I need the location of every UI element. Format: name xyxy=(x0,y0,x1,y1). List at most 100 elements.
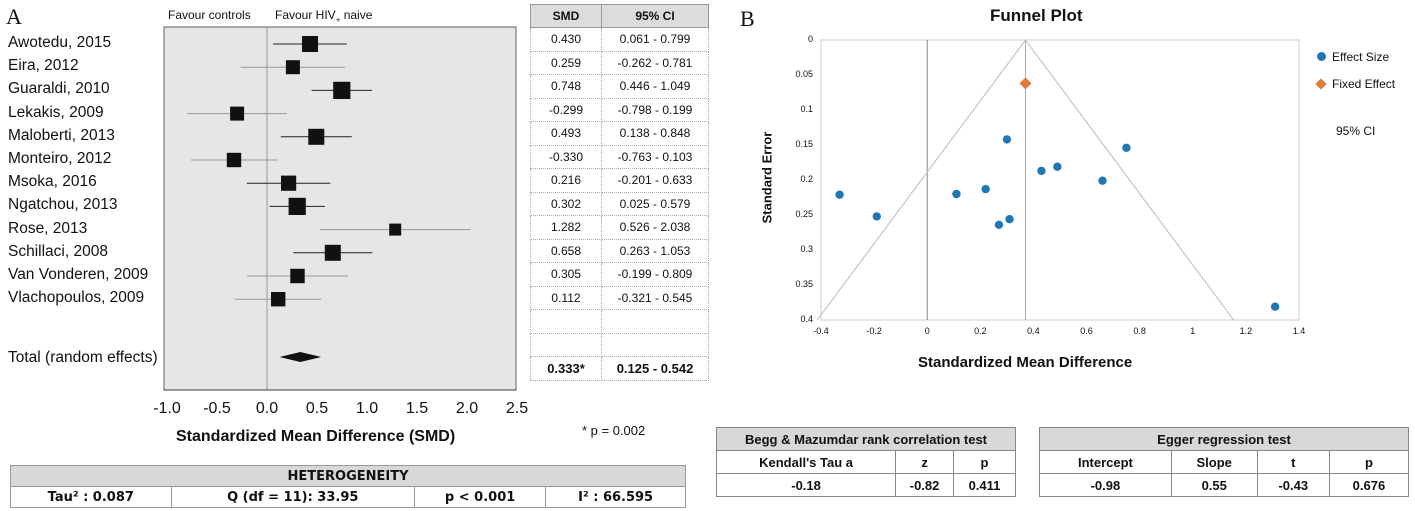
begg-header-z: z xyxy=(895,450,954,474)
egger-t-value: -0.43 xyxy=(1256,473,1330,497)
effect-size-point xyxy=(1122,143,1131,152)
begg-z-value: -0.82 xyxy=(895,473,954,497)
study-name: Awotedu, 2015 xyxy=(8,34,112,51)
smd-cell: 0.430 xyxy=(530,27,602,52)
egger-header-intercept: Intercept xyxy=(1039,450,1172,474)
funnel-x-tick-label: 0.4 xyxy=(1027,326,1040,336)
ci-cell: -0.763 - 0.103 xyxy=(601,144,709,169)
funnel-title: Funnel Plot xyxy=(990,6,1083,25)
effect-size-point xyxy=(1005,215,1014,224)
study-name: Msoka, 2016 xyxy=(8,173,97,191)
forest-x-tick-label: 0.0 xyxy=(255,400,279,417)
begg-title: Begg & Mazumdar rank correlation test xyxy=(716,427,1016,451)
ci-cell: 0.263 - 1.053 xyxy=(601,238,709,263)
egger-intercept-value: -0.98 xyxy=(1039,473,1172,497)
total-smd-cell: 0.333* xyxy=(530,356,602,381)
study-name: Ngatchou, 2013 xyxy=(8,196,118,214)
funnel-x-tick-label: 0.2 xyxy=(974,326,987,336)
funnel-plot-area xyxy=(820,39,1300,321)
funnel-right-ci-line xyxy=(1025,39,1235,321)
funnel-y-tick-label: 0.15 xyxy=(795,139,813,149)
empty-cell xyxy=(530,332,602,357)
q-value: Q (df = 11): 33.95 xyxy=(170,486,415,508)
ci-cell: -0.199 - 0.809 xyxy=(601,262,709,287)
forest-x-tick-label: 0.5 xyxy=(305,400,329,417)
ci-cell: 0.025 - 0.579 xyxy=(601,191,709,216)
effect-size-point xyxy=(981,184,990,194)
smd-cell: 0.112 xyxy=(530,285,602,310)
forest-x-tick-label: 2.0 xyxy=(455,400,479,417)
smd-cell: -0.299 xyxy=(530,97,602,122)
egger-header-t: t xyxy=(1256,450,1330,474)
forest-x-axis-title: Standardized Mean Difference (SMD) xyxy=(176,428,456,445)
study-name: Lekakis, 2009 xyxy=(8,103,104,121)
forest-x-tick-label: 2.5 xyxy=(505,400,529,417)
study-name: Monteiro, 2012 xyxy=(8,150,112,167)
smd-table-row: -0.330 -0.763 - 0.103 xyxy=(530,144,709,169)
smd-cell: 0.259 xyxy=(530,50,602,75)
smd-cell: 0.493 xyxy=(530,121,602,146)
funnel-y-axis-title: Standard Error xyxy=(759,131,775,224)
effect-size-point xyxy=(872,212,881,221)
funnel-x-tick-label: 0 xyxy=(924,326,930,336)
study-effect-box xyxy=(230,106,245,121)
smd-table-row: 0.305 -0.199 - 0.809 xyxy=(530,262,709,287)
egger-slope-value: 0.55 xyxy=(1170,473,1258,497)
ci-cell: 0.526 - 2.038 xyxy=(601,215,709,240)
funnel-y-tick-label: 0.4 xyxy=(800,314,813,324)
egger-table: Egger regression test Intercept Slope t … xyxy=(1039,427,1410,497)
smd-table-row: 0.493 0.138 - 0.848 xyxy=(530,121,709,146)
funnel-y-tick-label: 0.1 xyxy=(800,104,813,114)
smd-spacer-row xyxy=(530,332,709,357)
study-name: Guaraldi, 2010 xyxy=(8,80,110,98)
smd-table-row: 0.658 0.263 - 1.053 xyxy=(530,238,709,263)
ci-cell: -0.262 - 0.781 xyxy=(601,50,709,75)
funnel-x-tick-label: 1.2 xyxy=(1239,326,1253,336)
funnel-x-tick-label: 0.8 xyxy=(1133,326,1146,336)
panel-b-letter: B xyxy=(740,6,755,31)
smd-cell: 0.302 xyxy=(530,191,602,216)
het-p-value: p < 0.001 xyxy=(413,486,547,508)
smd-cell: 0.305 xyxy=(530,262,602,287)
funnel-left-ci-line xyxy=(816,39,1026,321)
funnel-x-tick-label: -0.2 xyxy=(866,326,882,336)
effect-size-point xyxy=(1053,162,1062,171)
ci-header: 95% CI xyxy=(601,4,709,28)
begg-header-p: p xyxy=(952,450,1017,474)
effect-size-point xyxy=(994,220,1004,229)
study-name: Schillaci, 2008 xyxy=(8,242,108,260)
funnel-x-axis-title: Standardized Mean Difference xyxy=(918,354,1133,371)
ci-label: 95% CI xyxy=(1336,124,1376,138)
study-effect-box xyxy=(226,152,242,168)
smd-table-row: 0.259 -0.262 - 0.781 xyxy=(530,50,709,75)
forest-x-tick-label: 1.0 xyxy=(355,400,379,417)
smd-cell: 1.282 xyxy=(530,215,602,240)
funnel-x-tick-label: -0.4 xyxy=(813,326,829,336)
funnel-x-tick-label: 0.6 xyxy=(1080,326,1093,336)
egger-header-p: p xyxy=(1328,450,1410,474)
ci-cell: -0.201 - 0.633 xyxy=(601,168,709,193)
study-effect-box xyxy=(302,36,318,52)
funnel-y-tick-label: 0.2 xyxy=(800,174,813,184)
funnel-y-tick-label: 0.35 xyxy=(795,279,813,289)
begg-tau-value: -0.18 xyxy=(715,473,897,497)
begg-table: Begg & Mazumdar rank correlation test Ke… xyxy=(715,427,1017,497)
favour-hiv-label: Favour HIV+ naive xyxy=(275,8,373,25)
smd-total-row: 0.333* 0.125 - 0.542 xyxy=(530,356,709,381)
study-name: Rose, 2013 xyxy=(8,219,88,237)
i2-value: I² : 66.595 xyxy=(545,486,686,508)
effect-size-point xyxy=(1002,135,1012,144)
study-effect-box xyxy=(288,197,306,215)
begg-p-value: 0.411 xyxy=(952,473,1017,497)
ci-cell: 0.061 - 0.799 xyxy=(601,27,709,52)
egger-header-slope: Slope xyxy=(1170,450,1258,474)
legend-fixed-effect: Fixed Effect xyxy=(1315,77,1395,91)
ci-cell: 0.138 - 0.848 xyxy=(601,121,709,146)
study-name: Eira, 2012 xyxy=(8,57,79,75)
effect-size-point xyxy=(1037,166,1046,176)
egger-p-value: 0.676 xyxy=(1328,473,1410,497)
total-ci-cell: 0.125 - 0.542 xyxy=(601,356,709,381)
smd-table-row: 1.282 0.526 - 2.038 xyxy=(530,215,709,240)
study-effect-box xyxy=(389,223,402,236)
p-value-note: * p = 0.002 xyxy=(582,423,646,438)
